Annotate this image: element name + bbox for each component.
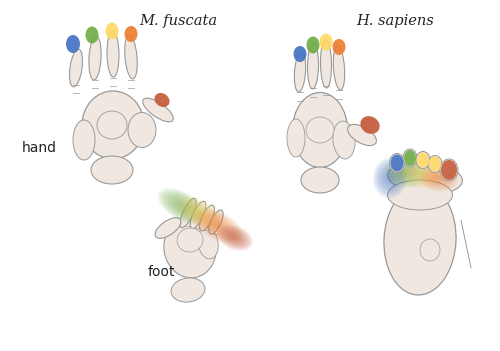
Ellipse shape xyxy=(128,113,156,147)
Ellipse shape xyxy=(107,31,119,77)
Ellipse shape xyxy=(390,154,404,172)
Ellipse shape xyxy=(301,167,339,193)
Ellipse shape xyxy=(180,198,196,228)
Ellipse shape xyxy=(209,210,223,234)
Ellipse shape xyxy=(306,37,320,53)
Ellipse shape xyxy=(333,121,355,159)
Ellipse shape xyxy=(388,180,452,210)
Ellipse shape xyxy=(294,46,306,62)
Ellipse shape xyxy=(440,159,458,181)
Ellipse shape xyxy=(404,150,416,166)
Ellipse shape xyxy=(308,43,318,89)
Ellipse shape xyxy=(142,98,174,122)
Ellipse shape xyxy=(388,162,462,194)
Ellipse shape xyxy=(320,33,332,51)
Ellipse shape xyxy=(106,22,118,40)
Ellipse shape xyxy=(429,157,441,172)
Ellipse shape xyxy=(155,218,181,238)
Text: M. fuscata: M. fuscata xyxy=(139,14,217,28)
Ellipse shape xyxy=(82,91,144,159)
Text: foot: foot xyxy=(148,265,176,279)
Ellipse shape xyxy=(89,36,101,80)
Ellipse shape xyxy=(417,152,429,167)
Ellipse shape xyxy=(190,201,206,229)
Ellipse shape xyxy=(403,149,417,167)
Ellipse shape xyxy=(287,119,305,157)
Ellipse shape xyxy=(384,185,456,295)
Ellipse shape xyxy=(171,278,205,302)
Ellipse shape xyxy=(390,153,404,172)
Ellipse shape xyxy=(73,120,95,160)
Ellipse shape xyxy=(428,155,442,172)
Ellipse shape xyxy=(200,205,214,231)
Ellipse shape xyxy=(294,52,306,92)
Ellipse shape xyxy=(416,152,430,168)
Ellipse shape xyxy=(86,26,98,44)
Ellipse shape xyxy=(306,117,334,143)
Ellipse shape xyxy=(459,223,475,267)
Ellipse shape xyxy=(292,93,348,167)
Ellipse shape xyxy=(70,49,82,87)
Ellipse shape xyxy=(164,218,216,278)
Text: hand: hand xyxy=(22,141,57,155)
Ellipse shape xyxy=(348,124,376,146)
Ellipse shape xyxy=(441,160,457,180)
Text: H. sapiens: H. sapiens xyxy=(356,14,434,28)
Ellipse shape xyxy=(66,35,80,53)
Ellipse shape xyxy=(97,111,127,139)
Ellipse shape xyxy=(124,35,138,79)
Ellipse shape xyxy=(154,93,170,107)
Ellipse shape xyxy=(177,228,203,252)
Ellipse shape xyxy=(91,156,133,184)
Ellipse shape xyxy=(332,39,345,55)
Ellipse shape xyxy=(320,40,332,88)
Ellipse shape xyxy=(124,26,138,42)
Ellipse shape xyxy=(198,227,218,259)
Ellipse shape xyxy=(334,46,344,90)
Ellipse shape xyxy=(420,239,440,261)
Ellipse shape xyxy=(360,116,380,134)
